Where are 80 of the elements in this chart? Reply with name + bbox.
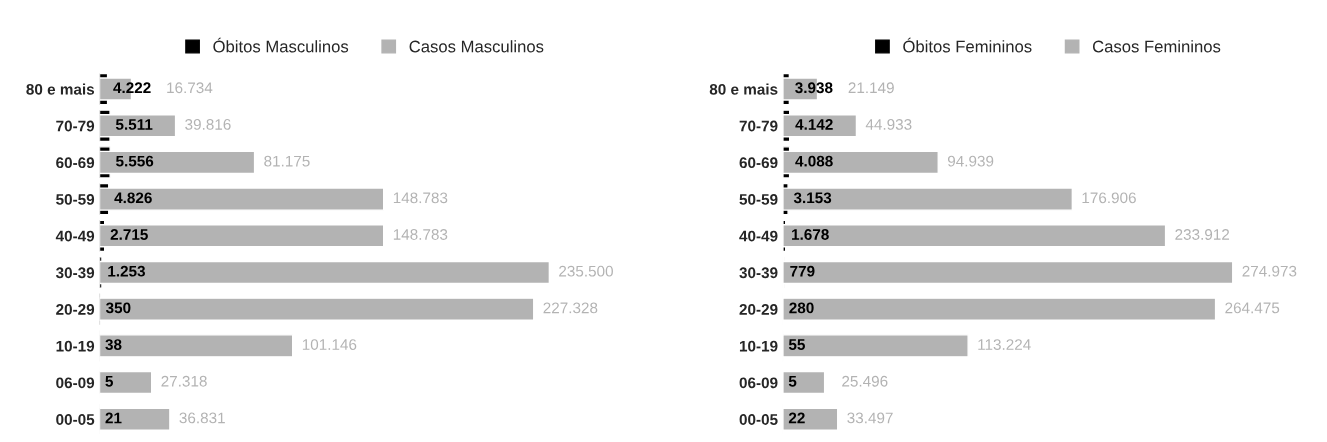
y-tick-label: 70-79 <box>739 120 778 132</box>
data-label: 113.224 <box>978 339 1031 350</box>
data-label: 227.328 <box>543 302 598 314</box>
data-label: 5 <box>105 375 113 387</box>
data-label: 274.973 <box>1242 265 1297 277</box>
data-label: 94.939 <box>947 155 994 167</box>
y-tick-label: 50-59 <box>739 193 778 205</box>
y-tick-label: 80 e mais <box>709 83 778 95</box>
bar <box>782 297 1217 321</box>
bar <box>782 334 969 358</box>
y-tick-label: 60-69 <box>56 157 95 169</box>
y-tick-label: 10-19 <box>56 340 95 352</box>
bar <box>782 370 826 395</box>
data-label: 4.222 <box>113 82 151 94</box>
y-tick-label: 30-39 <box>739 267 778 279</box>
legend-label: Óbitos Femininos <box>903 37 1032 53</box>
legend-label: Casos Femininos <box>1092 40 1221 53</box>
data-label: 1.253 <box>108 265 145 277</box>
y-tick-label: 06-09 <box>56 377 95 389</box>
data-label: 148.783 <box>393 229 448 240</box>
bar <box>99 260 551 285</box>
data-label: 25.496 <box>842 375 888 387</box>
bar <box>99 150 256 175</box>
y-tick-label: 10-19 <box>739 340 778 352</box>
bar <box>99 407 171 431</box>
y-tick-label: 00-05 <box>56 414 95 425</box>
bar <box>99 224 385 248</box>
data-label: 350 <box>105 302 131 314</box>
bar <box>99 297 535 321</box>
data-label: 1.678 <box>792 229 829 240</box>
data-label: 101.146 <box>302 339 357 350</box>
data-label: 21.149 <box>848 82 894 94</box>
data-label: 233.912 <box>1175 229 1230 240</box>
data-label: 5.556 <box>116 155 154 167</box>
data-label: 81.175 <box>264 155 310 167</box>
data-label: 280 <box>789 302 814 314</box>
data-label: 27.318 <box>161 375 207 387</box>
y-tick-label: 80 e mais <box>26 83 95 95</box>
data-label: 235.500 <box>559 265 613 277</box>
y-tick-label: 20-29 <box>56 304 95 315</box>
bar <box>782 150 939 175</box>
legend-label: Óbitos Masculinos <box>213 37 349 53</box>
data-label: 779 <box>790 265 815 277</box>
data-label: 5 <box>788 375 797 387</box>
data-label: 3.938 <box>795 82 833 94</box>
bar <box>782 187 1074 211</box>
data-label: 21 <box>105 412 122 424</box>
y-tick-label: 70-79 <box>56 120 95 132</box>
bar <box>782 224 1167 248</box>
bar <box>782 260 1234 285</box>
y-tick-label: 40-49 <box>55 230 95 242</box>
bar <box>99 187 385 211</box>
data-label: 4.142 <box>795 119 833 130</box>
data-label: 33.497 <box>847 412 893 424</box>
data-label: 176.906 <box>1082 192 1136 204</box>
data-label: 3.153 <box>793 192 832 204</box>
y-tick-label: 40-49 <box>739 230 778 242</box>
data-label: 5.511 <box>115 119 153 130</box>
data-label: 4.826 <box>114 192 152 204</box>
legend-label: Casos Masculinos <box>409 40 544 53</box>
data-label: 55 <box>788 339 805 350</box>
bar <box>99 370 153 395</box>
y-tick-label: 60-69 <box>739 157 778 169</box>
y-tick-label: 20-29 <box>739 304 778 315</box>
bar <box>99 334 294 358</box>
data-label: 148.783 <box>393 192 448 204</box>
data-label: 36.831 <box>179 412 225 424</box>
y-tick-label: 50-59 <box>56 193 95 205</box>
data-label: 16.734 <box>167 82 213 94</box>
data-label: 39.816 <box>185 119 231 130</box>
y-tick-label: 30-39 <box>55 267 95 279</box>
data-label: 38 <box>105 339 122 350</box>
data-label: 44.933 <box>865 119 912 130</box>
y-tick-label: 06-09 <box>739 377 778 389</box>
bar <box>782 407 839 431</box>
data-label: 264.475 <box>1225 302 1280 314</box>
data-label: 4.088 <box>795 155 833 167</box>
y-tick-label: 00-05 <box>739 414 778 425</box>
data-label: 2.715 <box>110 229 148 240</box>
data-label: 22 <box>788 412 805 424</box>
